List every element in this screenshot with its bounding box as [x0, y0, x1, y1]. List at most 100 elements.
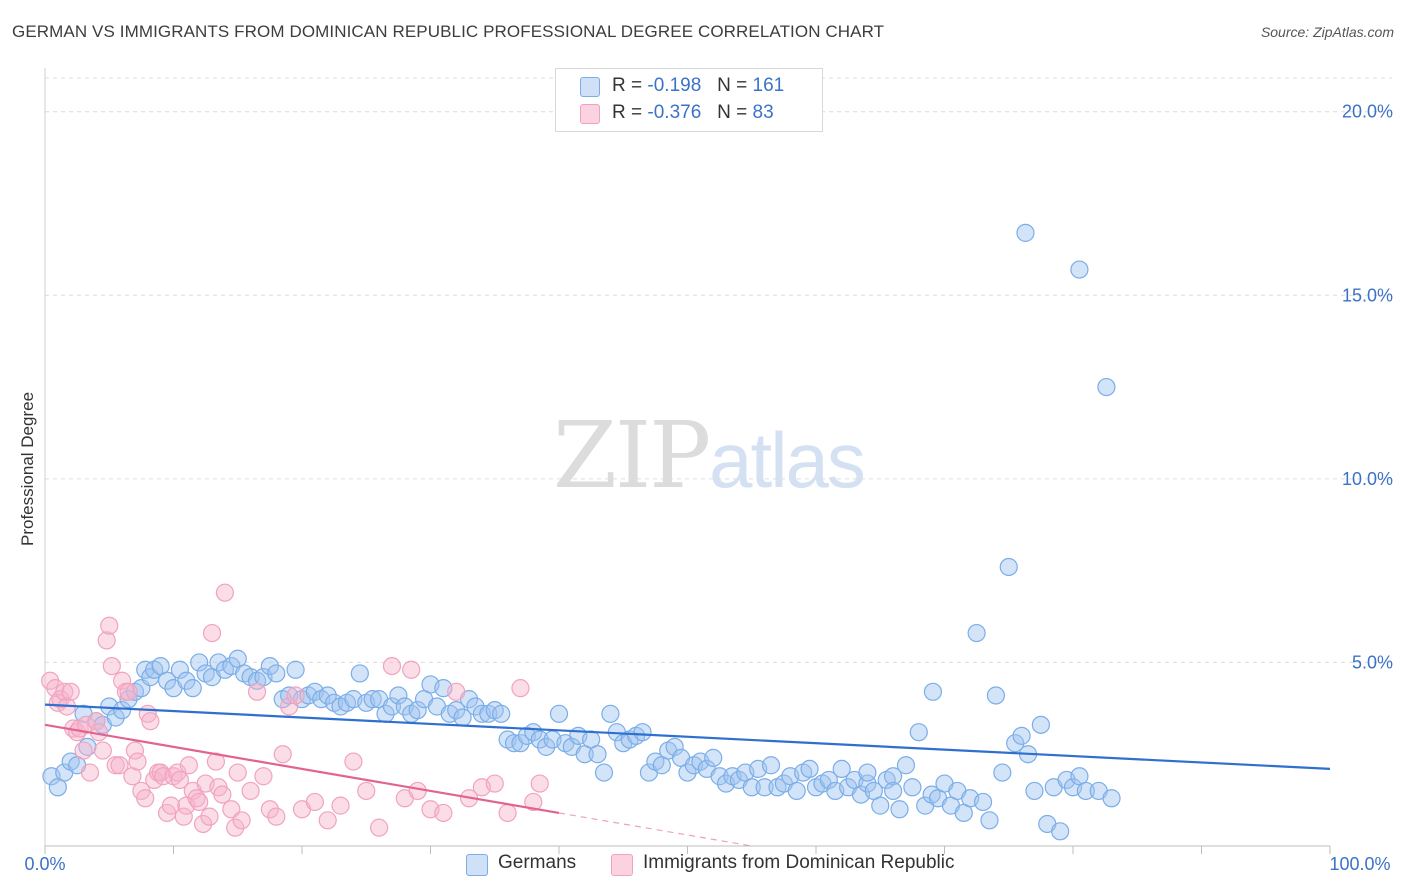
point-germans: [170, 660, 190, 679]
point-dominican: [260, 800, 279, 819]
point-germans: [492, 704, 511, 723]
point-dominican: [97, 631, 116, 650]
point-germans: [909, 723, 928, 742]
point-dominican: [128, 752, 147, 771]
point-germans: [594, 763, 614, 782]
point-germans: [980, 811, 999, 830]
x-tick-label-min: 0.0%: [24, 854, 65, 874]
point-germans: [633, 723, 652, 742]
point-germans: [923, 682, 943, 701]
point-dominican: [46, 679, 65, 698]
point-dominican: [100, 616, 119, 635]
point-dominican: [226, 818, 245, 837]
point-germans: [350, 664, 369, 683]
point-dominican: [254, 767, 273, 786]
point-germans: [1097, 377, 1116, 397]
point-dominican: [498, 803, 517, 823]
point-dominican: [402, 660, 421, 679]
point-dominican: [524, 792, 543, 812]
x-tick-label-max: 100.0%: [1329, 854, 1390, 874]
point-germans: [588, 745, 607, 764]
point-germans: [286, 660, 305, 679]
series-swatch-germans: [466, 854, 488, 876]
point-germans: [447, 701, 466, 720]
point-germans: [389, 686, 408, 705]
point-dominican: [170, 770, 190, 790]
series-label-germans: Germans: [498, 852, 577, 873]
point-dominican: [102, 656, 121, 676]
point-dominican: [382, 656, 402, 676]
point-germans: [903, 778, 922, 797]
y-tick-label: 5.0%: [1352, 652, 1393, 672]
trendline-dominican: [44, 723, 560, 815]
point-germans: [787, 781, 806, 801]
y-tick-label: 10.0%: [1342, 469, 1393, 489]
point-germans: [678, 763, 697, 782]
point-dominican: [286, 686, 305, 705]
point-germans: [858, 763, 877, 782]
watermark-atlas: atlas: [709, 416, 866, 504]
legend-n-label: N =: [717, 102, 748, 123]
legend-n-value-germans: 161: [752, 75, 785, 96]
point-dominican: [93, 741, 112, 760]
point-dominican: [190, 792, 209, 812]
point-dominican: [228, 763, 247, 782]
point-germans: [742, 778, 761, 797]
point-dominican: [61, 682, 80, 701]
point-germans: [157, 671, 177, 690]
point-dominican: [267, 807, 286, 826]
watermark: ZIPatlas: [553, 402, 866, 509]
point-dominican: [110, 756, 129, 775]
point-dominican: [241, 781, 260, 801]
point-germans: [1016, 223, 1035, 242]
point-germans: [871, 796, 890, 815]
point-germans: [761, 756, 781, 775]
point-germans: [1076, 781, 1095, 801]
point-germans: [119, 690, 138, 709]
point-germans: [819, 770, 838, 790]
point-dominican: [80, 763, 100, 782]
point-germans: [883, 767, 903, 786]
point-germans: [1070, 260, 1089, 279]
source-label: Source: ZipAtlas.com: [1260, 24, 1394, 40]
point-dominican: [344, 752, 363, 771]
point-dominican: [485, 774, 504, 793]
point-dominican: [74, 741, 93, 760]
trendline-dominican-extension: [558, 812, 752, 847]
point-dominican: [213, 785, 232, 804]
point-germans: [408, 701, 427, 720]
point-germans: [710, 767, 729, 786]
point-dominican: [232, 811, 251, 830]
watermark-zip: ZIP: [553, 402, 711, 509]
point-dominican: [434, 803, 453, 823]
legend-swatch-dominican: [580, 104, 600, 124]
point-germans: [1031, 715, 1050, 734]
legend-r-value-dominican: -0.376: [647, 102, 702, 123]
y-tick-label: 20.0%: [1342, 102, 1393, 122]
point-dominican: [331, 796, 350, 815]
legend-r-label: R =: [612, 75, 643, 96]
point-germans: [832, 759, 851, 779]
point-dominican: [247, 682, 267, 701]
chart-title: GERMAN VS IMMIGRANTS FROM DOMINICAN REPU…: [12, 22, 885, 41]
point-germans: [973, 792, 993, 812]
point-germans: [1006, 734, 1025, 753]
point-dominican: [141, 712, 160, 731]
point-dominican: [370, 818, 389, 837]
point-dominican: [87, 712, 106, 731]
point-germans: [177, 671, 196, 690]
point-germans: [890, 800, 909, 819]
point-dominican: [200, 807, 219, 826]
point-germans: [986, 686, 1006, 705]
point-germans: [993, 763, 1012, 782]
point-germans: [183, 679, 202, 698]
point-germans: [511, 734, 530, 753]
point-dominican: [202, 623, 222, 643]
point-germans: [999, 557, 1018, 577]
point-germans: [1051, 822, 1070, 841]
point-dominican: [530, 774, 549, 793]
point-dominican: [179, 756, 199, 775]
point-germans: [896, 756, 916, 775]
y-tick-label: 15.0%: [1342, 285, 1393, 305]
